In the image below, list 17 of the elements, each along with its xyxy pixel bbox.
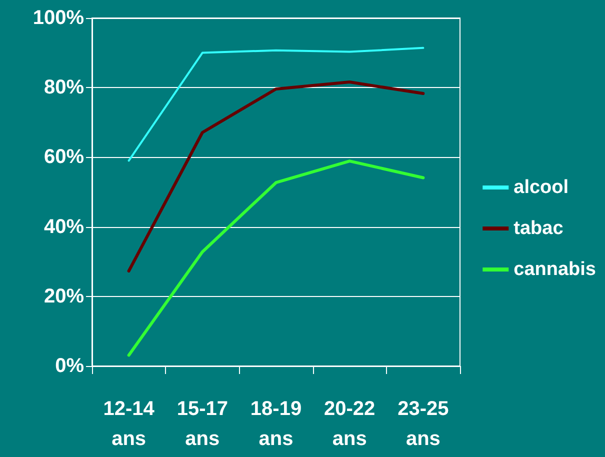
legend-label: cannabis (514, 259, 596, 280)
legend-label: tabac (514, 218, 564, 239)
x-tick-label: 18-19 ans (250, 398, 302, 450)
y-tick-label: 60% (44, 146, 84, 168)
y-tick-label: 20% (44, 285, 84, 308)
y-tick-label: 100% (32, 7, 84, 29)
x-tick-label: 20-22 ans (324, 398, 376, 450)
line-series (127, 80, 425, 272)
x-tick-label: 12-14 ans (103, 398, 156, 450)
y-tick-label: 80% (44, 76, 84, 99)
x-tick-label: 15-17 ans (176, 398, 228, 450)
legend-label: alcool (514, 177, 569, 198)
x-tick-label: 23-25 ans (398, 398, 449, 450)
y-tick-label: 0% (55, 355, 84, 377)
line-series (127, 160, 425, 357)
y-tick-label: 40% (44, 216, 84, 238)
line-series (128, 46, 424, 162)
